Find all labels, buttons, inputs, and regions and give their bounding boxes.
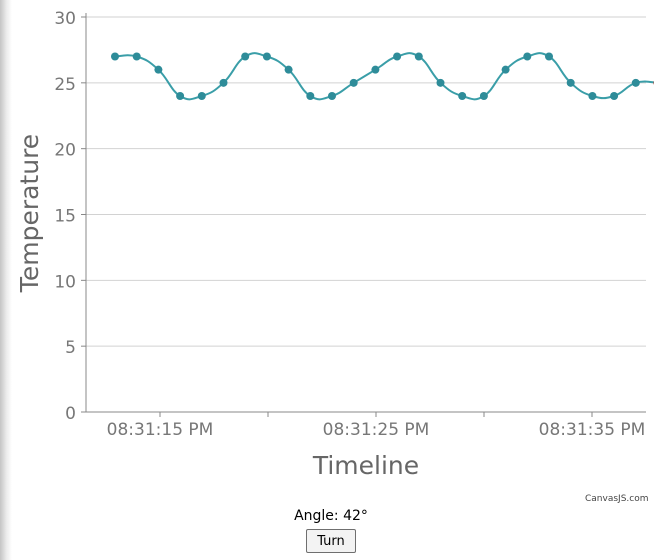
data-point-7 — [262, 52, 271, 61]
data-point-16 — [458, 92, 467, 100]
data-point-20 — [545, 52, 553, 61]
data-point-4 — [197, 92, 206, 100]
data-point-5 — [219, 78, 228, 87]
temperature-series-line — [114, 52, 654, 101]
data-point-11 — [349, 78, 358, 87]
data-point-0 — [111, 52, 119, 61]
temperature-data-points — [111, 52, 654, 100]
data-point-18 — [501, 65, 510, 74]
data-point-6 — [241, 52, 250, 61]
y-tick-label-20: 20 — [54, 141, 76, 161]
window-edge-shadow — [0, 0, 12, 560]
turn-button[interactable]: Turn — [306, 529, 356, 553]
x-tick-label-0: 08:31:15 PM — [107, 420, 214, 440]
x-axis-title: Timeline — [312, 451, 419, 480]
data-point-3 — [176, 92, 185, 100]
data-point-23 — [610, 92, 619, 100]
data-point-9 — [306, 92, 315, 100]
angle-readout: Angle: 42° — [294, 508, 368, 524]
y-tick-label-10: 10 — [54, 272, 76, 292]
x-axis-tick-labels: 08:31:15 PM 08:31:25 PM 08:31:35 PM — [107, 420, 646, 440]
axes — [81, 13, 646, 417]
x-tick-label-2: 08:31:35 PM — [539, 420, 646, 440]
y-axis-title: Temperature — [15, 134, 44, 293]
data-point-10 — [328, 92, 336, 100]
y-tick-label-25: 25 — [54, 75, 76, 95]
y-axis-tick-labels: 0 5 10 15 20 25 30 — [54, 9, 76, 424]
data-point-1 — [132, 52, 141, 61]
data-point-14 — [414, 52, 423, 61]
data-point-17 — [479, 92, 488, 100]
data-point-13 — [393, 52, 402, 61]
data-point-2 — [154, 65, 163, 74]
data-point-15 — [436, 78, 445, 87]
y-tick-label-5: 5 — [65, 338, 76, 358]
data-point-24 — [631, 78, 640, 87]
y-tick-label-0: 0 — [65, 404, 76, 424]
data-point-12 — [371, 65, 380, 74]
data-point-19 — [523, 52, 532, 61]
x-tick-label-1: 08:31:25 PM — [323, 420, 430, 440]
data-point-22 — [588, 92, 597, 100]
gridlines — [86, 16, 646, 347]
data-point-8 — [284, 65, 293, 74]
canvasjs-credit: CanvasJS.com — [585, 494, 649, 504]
data-point-21 — [566, 78, 575, 87]
y-tick-label-30: 30 — [54, 9, 76, 29]
y-tick-label-15: 15 — [54, 207, 76, 227]
